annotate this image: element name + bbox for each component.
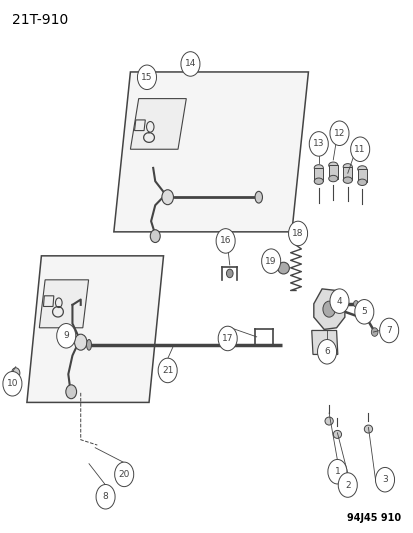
Text: 21: 21 [161, 366, 173, 375]
Circle shape [3, 372, 22, 396]
Ellipse shape [342, 177, 351, 183]
Circle shape [218, 326, 237, 351]
Ellipse shape [74, 334, 87, 350]
FancyBboxPatch shape [342, 167, 351, 180]
Ellipse shape [254, 191, 262, 203]
Ellipse shape [342, 164, 351, 170]
Text: 8: 8 [102, 492, 108, 501]
Circle shape [57, 324, 76, 348]
Circle shape [96, 484, 115, 509]
Circle shape [12, 368, 20, 378]
Ellipse shape [332, 431, 341, 438]
Text: 18: 18 [292, 229, 303, 238]
Circle shape [180, 52, 199, 76]
Ellipse shape [328, 162, 337, 168]
Circle shape [309, 132, 328, 156]
Circle shape [322, 301, 335, 317]
Text: 4: 4 [336, 297, 342, 305]
Text: 12: 12 [333, 129, 344, 138]
FancyBboxPatch shape [313, 168, 323, 181]
Circle shape [158, 358, 177, 383]
Text: 3: 3 [381, 475, 387, 484]
Text: 6: 6 [323, 348, 329, 356]
Circle shape [329, 289, 348, 313]
Text: 13: 13 [312, 140, 324, 148]
Text: 2: 2 [344, 481, 350, 489]
Circle shape [329, 121, 348, 146]
Text: 21T-910: 21T-910 [12, 13, 69, 27]
Ellipse shape [324, 417, 332, 425]
Text: 9: 9 [63, 332, 69, 340]
Circle shape [353, 301, 358, 307]
Text: 10: 10 [7, 379, 18, 388]
Circle shape [350, 137, 369, 161]
Text: 1: 1 [334, 467, 339, 476]
Text: 17: 17 [221, 334, 233, 343]
Circle shape [66, 385, 76, 399]
Ellipse shape [277, 262, 289, 274]
Text: 94J45 910: 94J45 910 [347, 513, 401, 523]
Circle shape [216, 229, 235, 253]
Polygon shape [130, 99, 186, 149]
Text: 15: 15 [141, 73, 152, 82]
Ellipse shape [313, 165, 323, 171]
Circle shape [375, 467, 394, 492]
FancyBboxPatch shape [328, 165, 337, 179]
Circle shape [354, 300, 373, 324]
Ellipse shape [363, 425, 372, 433]
Ellipse shape [357, 166, 366, 172]
Circle shape [370, 328, 377, 336]
Text: 19: 19 [265, 257, 276, 265]
Text: 5: 5 [361, 308, 366, 316]
Polygon shape [27, 256, 163, 402]
Circle shape [379, 318, 398, 343]
Text: 20: 20 [118, 470, 130, 479]
Ellipse shape [86, 340, 91, 350]
Circle shape [137, 65, 156, 90]
FancyBboxPatch shape [357, 169, 366, 182]
Circle shape [327, 459, 346, 484]
Text: 11: 11 [354, 145, 365, 154]
Polygon shape [39, 280, 88, 328]
Circle shape [337, 473, 356, 497]
Ellipse shape [313, 178, 323, 184]
Circle shape [226, 269, 233, 278]
Circle shape [114, 462, 133, 487]
Circle shape [288, 221, 307, 246]
Text: 14: 14 [184, 60, 196, 68]
Text: 16: 16 [219, 237, 231, 245]
Circle shape [150, 230, 160, 243]
Polygon shape [114, 72, 308, 232]
Circle shape [261, 249, 280, 273]
Ellipse shape [328, 175, 337, 182]
Ellipse shape [161, 190, 173, 205]
Ellipse shape [357, 179, 366, 185]
Polygon shape [313, 289, 344, 329]
Polygon shape [311, 330, 337, 354]
Text: 7: 7 [385, 326, 391, 335]
Circle shape [317, 340, 336, 364]
